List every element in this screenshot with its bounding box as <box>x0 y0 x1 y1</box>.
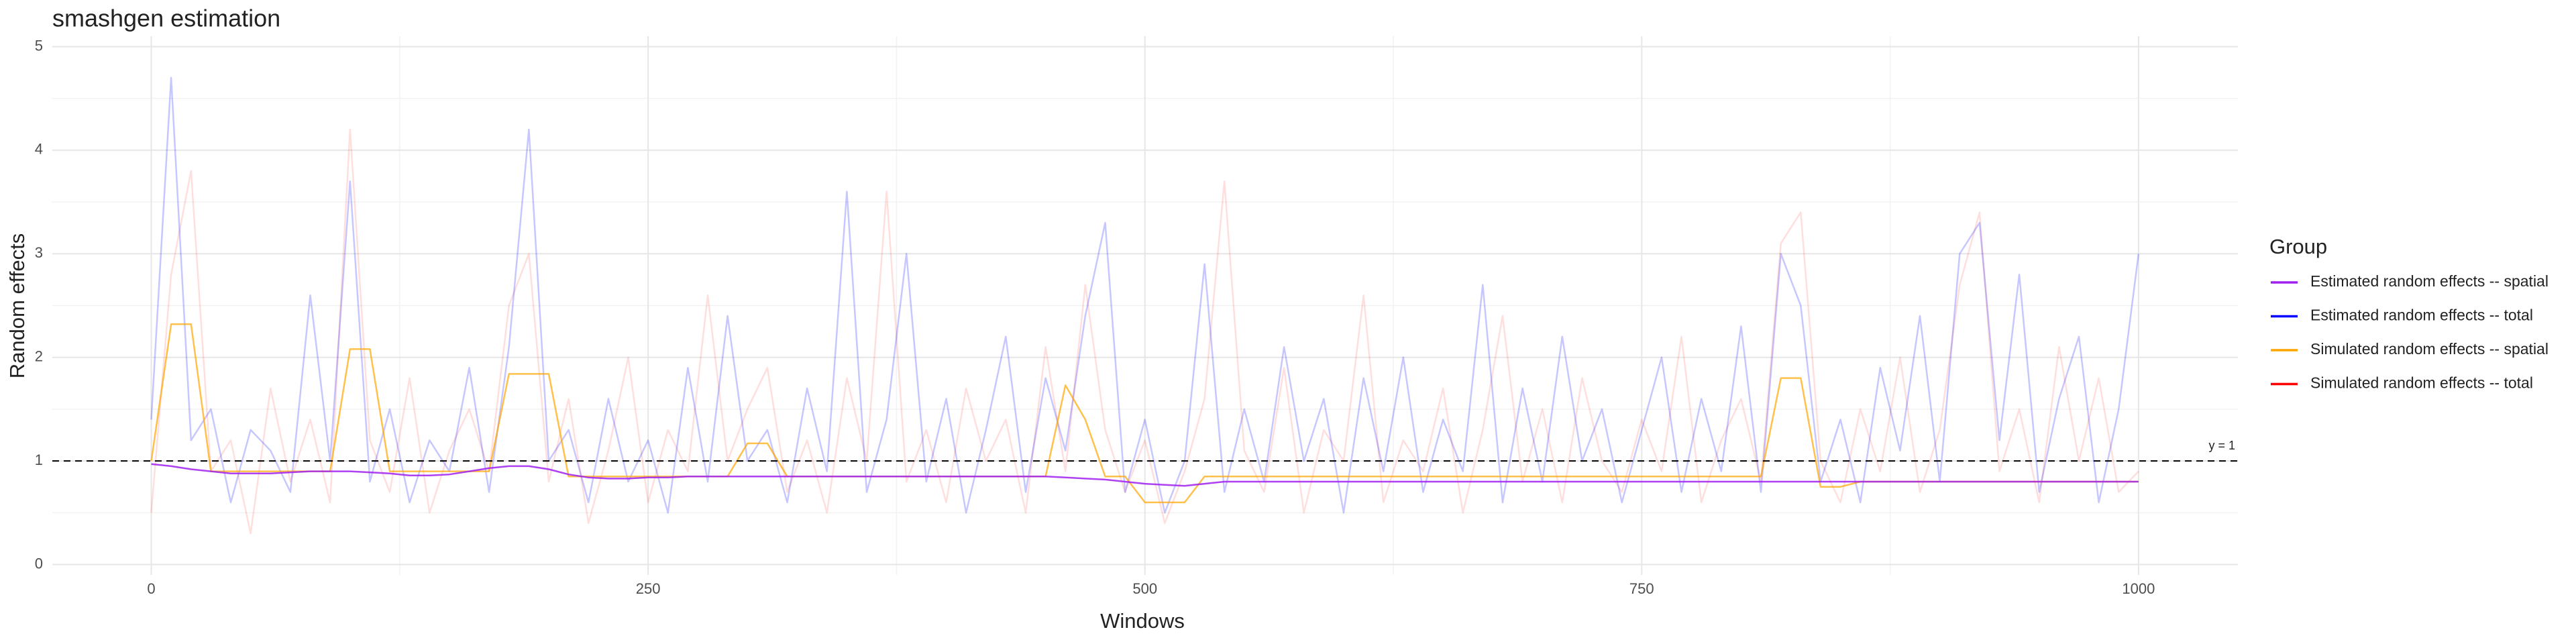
series-line <box>150 128 2139 535</box>
y-tick-label: 5 <box>35 37 43 54</box>
series-line <box>150 76 2140 514</box>
legend-label: Simulated random effects -- spatial <box>2310 340 2548 358</box>
y-axis-title: Random effects <box>5 233 29 379</box>
x-tick-label: 0 <box>147 580 155 597</box>
y-tick-label: 0 <box>35 555 43 572</box>
x-tick-label: 750 <box>1629 580 1654 597</box>
x-tick-label: 1000 <box>2122 580 2155 597</box>
x-tick-label: 250 <box>636 580 661 597</box>
y-tick-label: 4 <box>35 141 43 158</box>
legend-label: Simulated random effects -- total <box>2310 374 2533 392</box>
legend-title: Group <box>2269 235 2327 258</box>
series-line <box>150 323 2139 504</box>
series-line <box>151 463 2139 487</box>
y-tick-label: 3 <box>35 244 43 261</box>
x-tick-label: 500 <box>1132 580 1157 597</box>
reference-label: y = 1 <box>2208 439 2235 452</box>
x-axis-title: Windows <box>1100 609 1185 633</box>
y-tick-label: 1 <box>35 451 43 468</box>
legend-label: Estimated random effects -- total <box>2310 307 2533 324</box>
y-tick-label: 2 <box>35 348 43 365</box>
legend-label: Estimated random effects -- spatial <box>2310 272 2548 290</box>
chart-title: smashgen estimation <box>52 5 280 32</box>
